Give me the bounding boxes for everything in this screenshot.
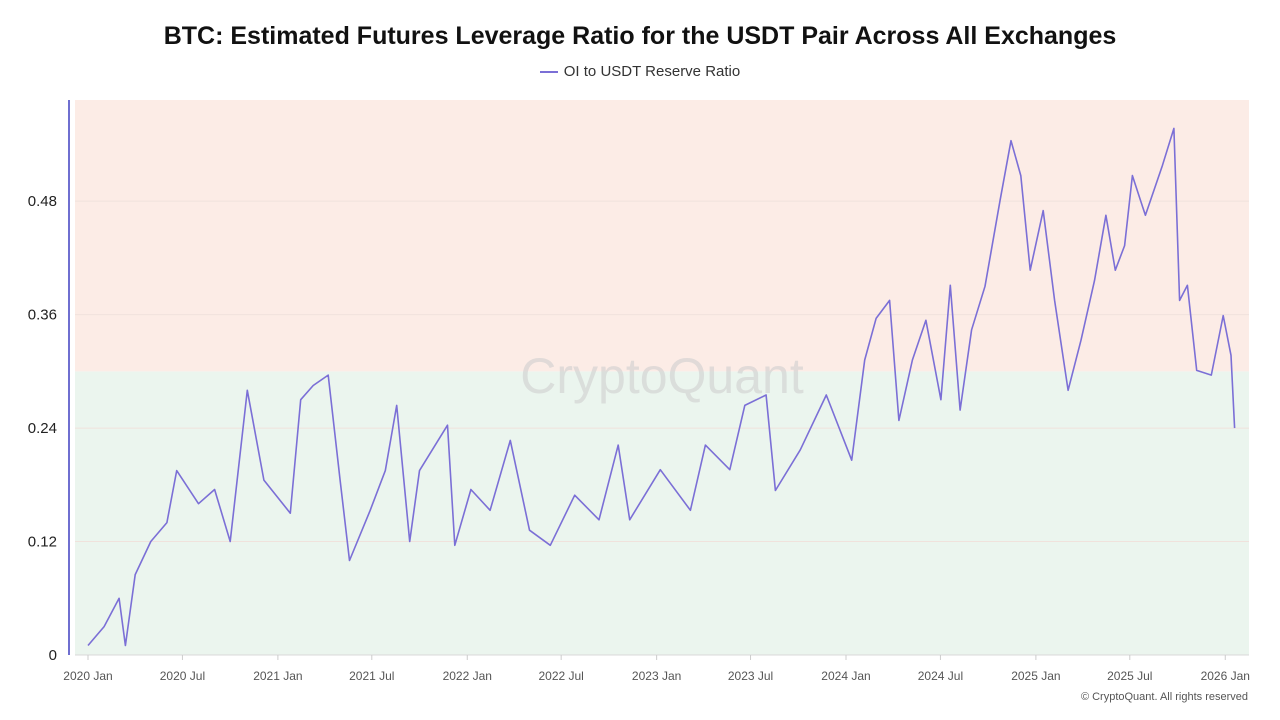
x-tick-label: 2026 Jan [1201, 669, 1250, 683]
x-tick-label: 2022 Jul [538, 669, 583, 683]
x-tick-label: 2021 Jan [253, 669, 302, 683]
x-tick-label: 2022 Jan [443, 669, 492, 683]
x-tick-label: 2024 Jul [918, 669, 963, 683]
y-tick-label: 0.12 [28, 534, 57, 551]
y-tick-label: 0.24 [28, 420, 57, 437]
x-tick-label: 2021 Jul [349, 669, 394, 683]
chart-title: BTC: Estimated Futures Leverage Ratio fo… [163, 22, 1117, 50]
copyright: © CryptoQuant. All rights reserved [1080, 691, 1248, 703]
x-tick-label: 2020 Jan [63, 669, 112, 683]
y-tick-label: 0.36 [28, 307, 57, 324]
legend[interactable]: OI to USDT Reserve Ratio [0, 63, 1280, 80]
series-line [87, 127, 1236, 647]
x-tick-label: 2025 Jan [1011, 669, 1060, 683]
x-tick-label: 2024 Jan [821, 669, 870, 683]
y-tick-label: 0 [49, 647, 57, 664]
watermark: CryptoQuant [520, 348, 804, 404]
legend-label: OI to USDT Reserve Ratio [563, 63, 741, 80]
band-1 [75, 100, 1249, 372]
x-tick-label: 2023 Jan [632, 669, 681, 683]
x-tick-label: 2020 Jul [160, 669, 205, 683]
y-tick-label: 0.48 [28, 193, 57, 210]
x-tick-label: 2025 Jul [1107, 669, 1152, 683]
x-tick-label: 2023 Jul [728, 669, 773, 683]
band-0 [75, 371, 1249, 655]
legend-swatch [539, 71, 558, 74]
